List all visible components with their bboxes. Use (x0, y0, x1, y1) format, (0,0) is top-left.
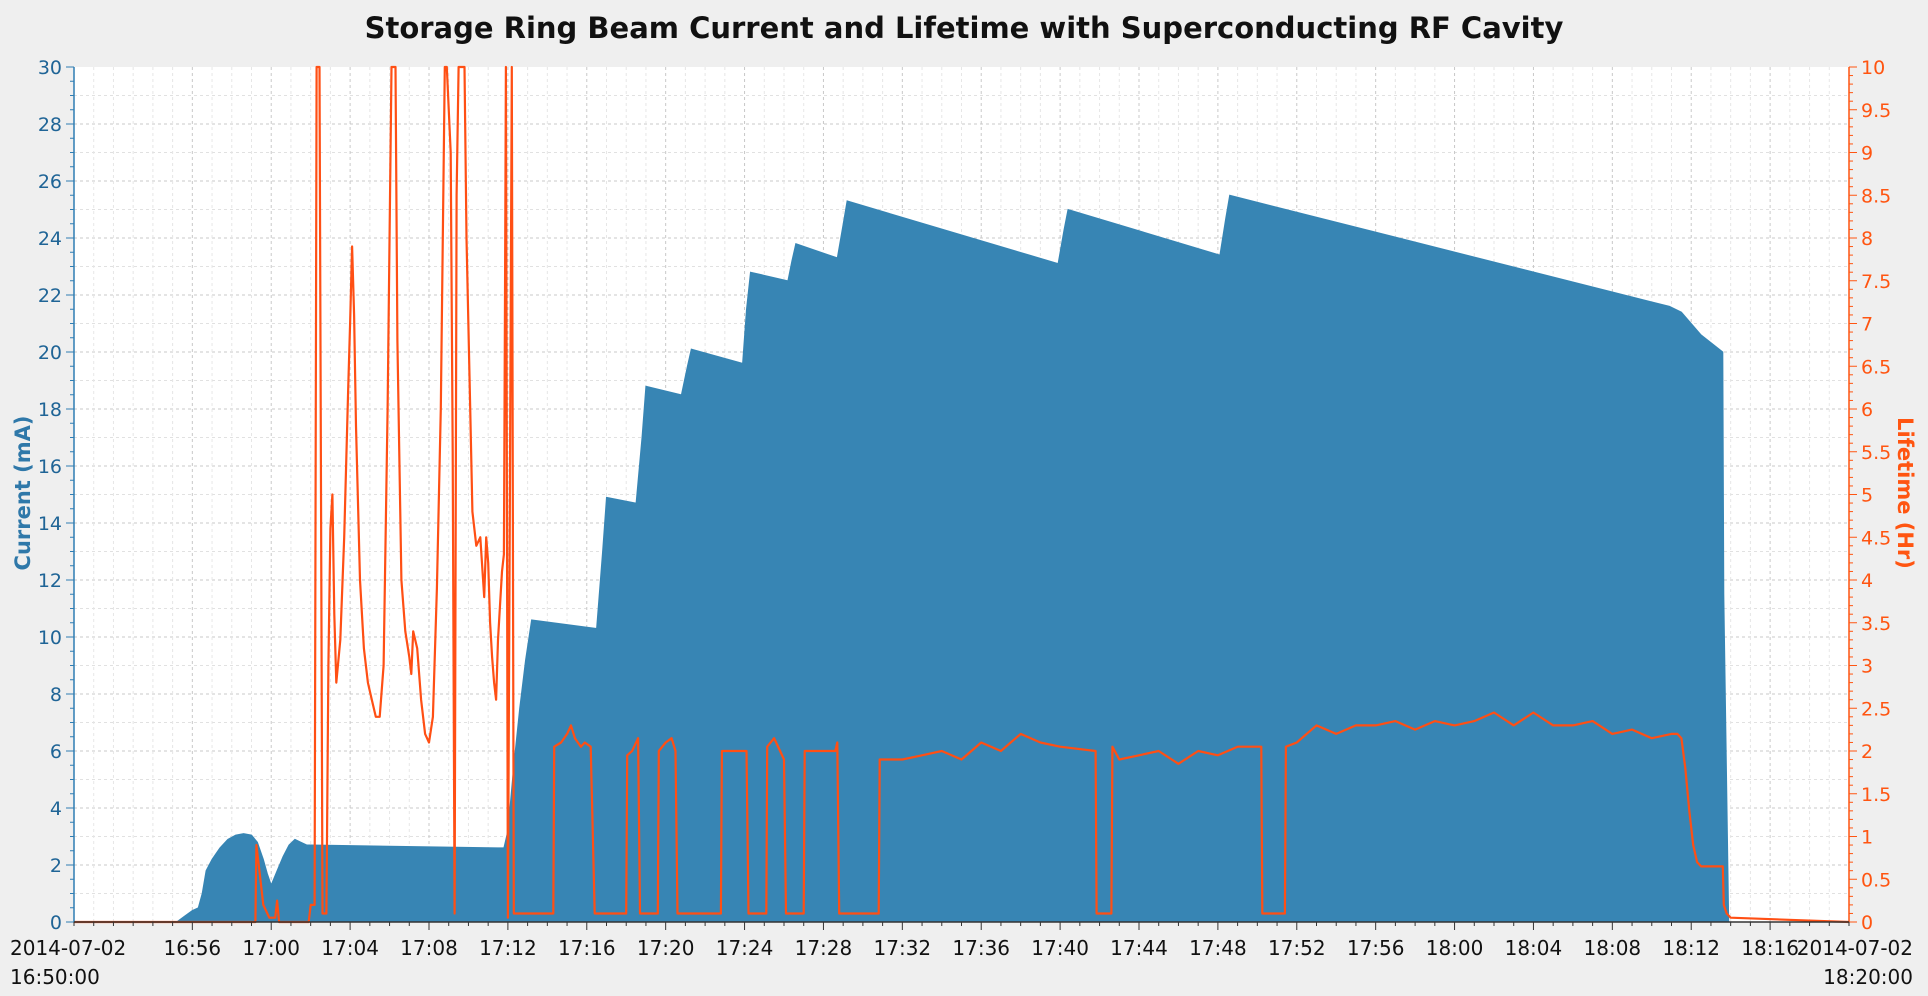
series-lifetime-line (74, 65, 1850, 924)
x-end-label: 2014-07-02 18:20:00 (1797, 936, 1913, 989)
x-tick-label: 17:00 (242, 936, 300, 960)
left-tick-label: 4 (50, 798, 62, 820)
left-tick-label: 28 (38, 114, 62, 136)
x-tick-label: 17:36 (952, 936, 1010, 960)
x-tick-label: 17:32 (874, 936, 932, 960)
x-tick-label: 18:16 (1741, 936, 1799, 960)
x-tick-label: 17:16 (558, 936, 616, 960)
right-tick-label: 5.5 (1861, 442, 1891, 464)
left-tick-label: 8 (50, 684, 62, 706)
right-tick-label: 10 (1861, 57, 1885, 79)
right-tick-label: 8.5 (1861, 185, 1891, 207)
x-start-date: 2014-07-02 (10, 936, 126, 960)
x-start-time: 16:50:00 (10, 965, 100, 989)
left-tick-label: 10 (38, 627, 62, 649)
right-tick-label: 6.5 (1861, 356, 1891, 378)
axes: 02468101214161820222426283000.511.522.53… (38, 57, 1891, 960)
x-tick-label: 18:04 (1505, 936, 1563, 960)
right-axis-label: Lifetime (Hr) (1893, 417, 1917, 569)
lifetime-line-layer (74, 65, 1850, 924)
series-current-area (74, 194, 1849, 923)
left-tick-label: 14 (38, 513, 62, 535)
right-tick-label: 1.5 (1861, 784, 1891, 806)
left-tick-label: 26 (38, 171, 62, 193)
right-tick-label: 6 (1861, 399, 1873, 421)
right-tick-label: 4 (1861, 570, 1873, 592)
right-tick-label: 5 (1861, 485, 1873, 507)
left-tick-label: 16 (38, 456, 62, 478)
left-tick-label: 30 (38, 57, 62, 79)
x-end-time: 18:20:00 (1823, 965, 1913, 989)
x-tick-label: 17:44 (1110, 936, 1168, 960)
x-tick-label: 16:56 (164, 936, 222, 960)
x-tick-label: 17:56 (1347, 936, 1405, 960)
right-tick-label: 3 (1861, 656, 1873, 678)
left-tick-label: 22 (38, 285, 62, 307)
right-tick-label: 9.5 (1861, 100, 1891, 122)
right-tick-label: 8 (1861, 228, 1873, 250)
left-tick-label: 12 (38, 570, 62, 592)
right-tick-label: 2 (1861, 741, 1873, 763)
left-tick-label: 0 (50, 912, 62, 934)
left-tick-label: 24 (38, 228, 62, 250)
right-tick-label: 2.5 (1861, 698, 1891, 720)
right-tick-label: 0.5 (1861, 869, 1891, 891)
left-tick-label: 18 (38, 399, 62, 421)
x-tick-label: 17:40 (1031, 936, 1089, 960)
x-tick-label: 17:48 (1189, 936, 1247, 960)
x-tick-label: 17:28 (795, 936, 853, 960)
left-tick-label: 20 (38, 342, 62, 364)
right-tick-label: 4.5 (1861, 527, 1891, 549)
x-tick-label: 18:12 (1662, 936, 1720, 960)
chart-title: Storage Ring Beam Current and Lifetime w… (365, 11, 1564, 45)
x-tick-label: 17:08 (400, 936, 458, 960)
left-tick-label: 6 (50, 741, 62, 763)
right-tick-label: 1 (1861, 827, 1873, 849)
left-tick-label: 2 (50, 855, 62, 877)
right-tick-label: 3.5 (1861, 613, 1891, 635)
x-tick-label: 17:24 (716, 936, 774, 960)
right-tick-label: 0 (1861, 912, 1873, 934)
x-tick-label: 17:20 (637, 936, 695, 960)
right-tick-label: 7 (1861, 314, 1873, 336)
x-tick-label: 17:04 (321, 936, 379, 960)
right-tick-label: 7.5 (1861, 271, 1891, 293)
left-axis-label: Current (mA) (11, 416, 35, 571)
x-tick-label: 17:12 (479, 936, 537, 960)
x-tick-label: 17:52 (1268, 936, 1326, 960)
current-area-layer (74, 194, 1849, 923)
x-tick-label: 18:08 (1584, 936, 1642, 960)
x-start-label: 2014-07-02 16:50:00 (10, 936, 126, 989)
right-tick-label: 9 (1861, 143, 1873, 165)
x-tick-label: 18:00 (1426, 936, 1484, 960)
x-end-date: 2014-07-02 (1797, 936, 1913, 960)
